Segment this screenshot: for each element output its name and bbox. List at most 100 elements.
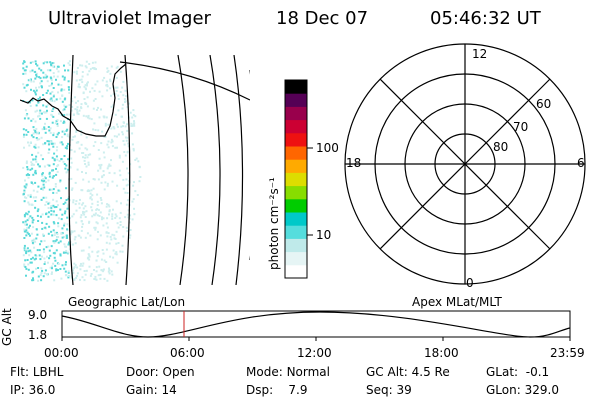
aurora-pixel [106,217,109,220]
aurora-pixel [116,184,119,187]
aurora-pixel [25,133,28,136]
aurora-pixel [76,106,79,109]
aurora-pixel [106,83,109,86]
aurora-pixel [125,184,128,187]
aurora-pixel [119,250,122,253]
aurora-pixel [70,109,73,112]
aurora-pixel [30,78,32,81]
aurora-pixel [55,268,58,271]
status-door: Door: Open [126,365,195,379]
aurora-pixel [117,242,120,244]
aurora-pixel [49,61,52,64]
aurora-pixel [108,267,110,270]
aurora-pixel [132,198,135,201]
aurora-pixel [40,187,43,190]
aurora-pixel [127,216,130,219]
aurora-pixel [25,114,28,117]
colorbar-segment [285,185,307,200]
aurora-pixel [93,89,96,92]
aurora-pixel [68,275,70,277]
aurora-pixel [96,193,99,196]
aurora-pixel [126,106,129,109]
aurora-pixel [49,140,52,143]
aurora-pixel [32,126,35,129]
aurora-pixel [111,140,114,143]
aurora-pixel [66,147,68,150]
aurora-pixel [124,191,127,194]
aurora-pixel [78,206,81,209]
aurora-pixel [67,158,70,161]
aurora-pixel [67,80,70,83]
aurora-pixel [64,263,67,266]
aurora-pixel [27,141,29,144]
aurora-pixel [76,168,79,171]
aurora-pixel [22,83,25,86]
colorbar-segment [285,146,307,160]
altitude-axis-label: GC Alt [0,308,14,346]
aurora-pixel [48,249,51,252]
aurora-pixel [52,229,55,232]
aurora-pixel [83,211,86,214]
aurora-pixel [101,216,103,219]
aurora-pixel [105,241,108,244]
aurora-pixel [93,67,96,70]
aurora-pixel [75,72,78,75]
altitude-curve [61,311,571,338]
aurora-pixel [70,177,73,180]
aurora-pixel [60,218,63,221]
aurora-pixel [133,124,136,127]
aurora-pixel [80,214,83,217]
aurora-pixel [64,251,67,254]
aurora-pixel [23,237,26,239]
aurora-pixel [57,217,60,220]
aurora-pixel [107,165,110,168]
aurora-pixel [61,232,64,235]
aurora-pixel [51,175,54,178]
aurora-pixel [82,202,85,205]
aurora-pixel [76,266,79,269]
aurora-pixel [80,189,83,192]
altitude-frame [61,310,571,338]
aurora-pixel [103,76,106,79]
aurora-pixel [94,141,97,144]
aurora-pixel [104,135,107,138]
aurora-pixel [31,69,34,72]
aurora-pixel [84,154,87,157]
aurora-pixel [111,217,114,220]
aurora-pixel [67,69,70,72]
aurora-pixel [122,80,125,83]
aurora-pixel [82,212,85,215]
aurora-pixel [117,109,120,112]
aurora-pixel [105,261,108,263]
aurora-pixel [115,76,118,79]
aurora-pixel [126,167,128,170]
aurora-pixel [64,167,67,170]
aurora-pixel [79,216,82,219]
aurora-pixel [75,131,78,133]
aurora-pixel [103,135,106,138]
aurora-pixel [110,105,113,108]
xtick-0000: 00:00 [44,346,79,360]
aurora-pixel [103,277,106,280]
colorbar-segment [285,119,307,134]
aurora-pixel [74,235,77,238]
aurora-pixel [106,203,109,206]
aurora-pixel [48,129,51,132]
aurora-pixel [82,210,84,213]
aurora-pixel [128,236,131,239]
aurora-pixel [118,154,121,157]
aurora-pixel [30,119,33,122]
aurora-pixel [63,78,66,81]
aurora-pixel [80,133,83,136]
aurora-pixel [104,122,107,125]
aurora-pixel [126,213,129,216]
aurora-pixel [50,99,53,102]
aurora-pixel [96,255,99,258]
aurora-pixel [66,133,69,136]
aurora-pixel [95,208,98,211]
aurora-pixel [45,76,48,79]
aurora-pixel [63,64,65,67]
aurora-pixel [55,238,58,241]
aurora-pixel [22,128,25,131]
aurora-pixel [57,189,60,192]
